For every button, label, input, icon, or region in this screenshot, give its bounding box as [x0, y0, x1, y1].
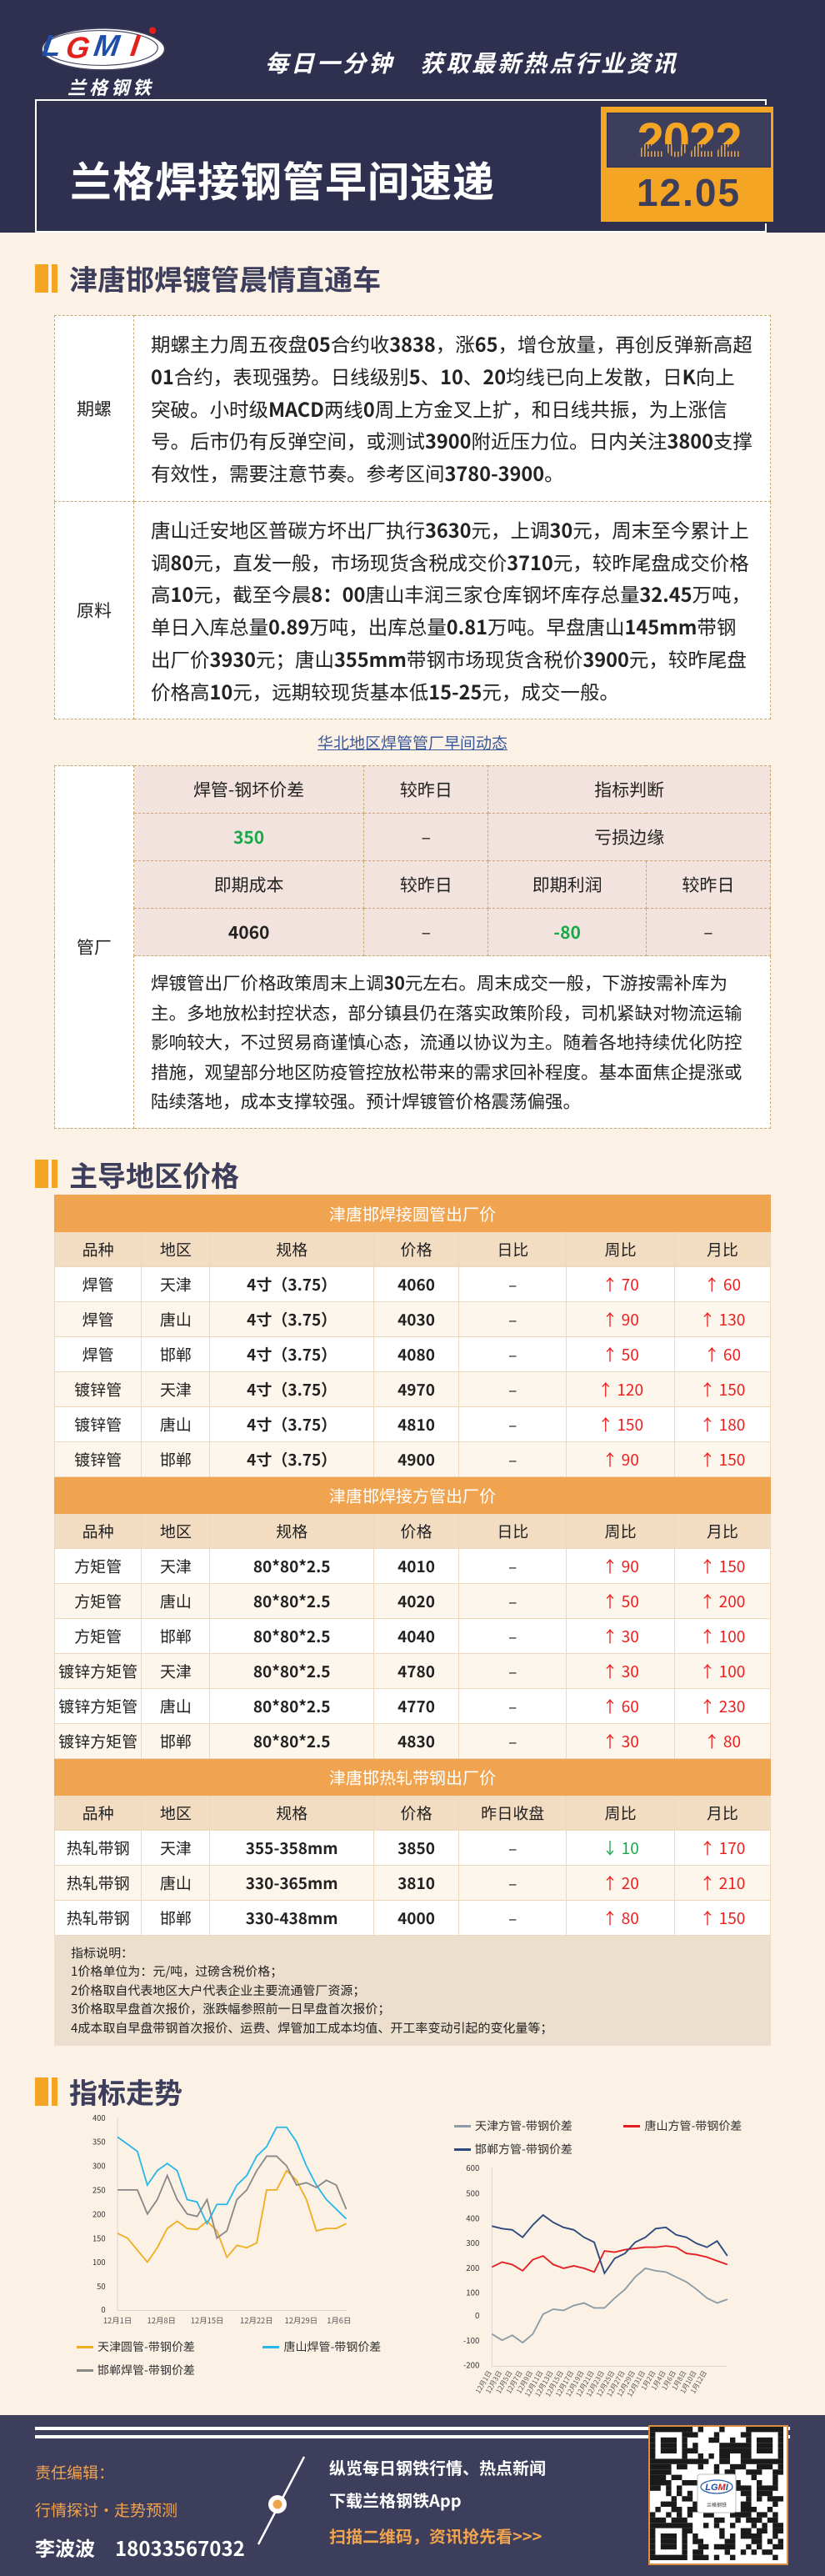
svg-text:400: 400 — [466, 2213, 479, 2224]
svg-text:100: 100 — [466, 2287, 479, 2298]
svg-text:G: G — [64, 30, 92, 64]
svg-text:300: 300 — [92, 2160, 106, 2172]
svg-text:300: 300 — [466, 2237, 479, 2248]
svg-text:12月15日: 12月15日 — [191, 2314, 224, 2326]
svg-text:12月8日: 12月8日 — [148, 2314, 176, 2326]
svg-text:-100: -100 — [463, 2334, 479, 2346]
svg-text:LGMI: LGMI — [705, 2483, 728, 2493]
svg-text:12月29日: 12月29日 — [285, 2314, 318, 2326]
svg-text:12月22日: 12月22日 — [240, 2314, 273, 2326]
svg-text:50: 50 — [97, 2280, 105, 2292]
svg-text:1月6日: 1月6日 — [327, 2314, 351, 2326]
svg-text:100: 100 — [92, 2256, 106, 2268]
svg-text:150: 150 — [92, 2233, 106, 2244]
svg-text:350: 350 — [92, 2136, 106, 2148]
svg-text:-200: -200 — [463, 2359, 479, 2371]
svg-text:兰格钢铁: 兰格钢铁 — [707, 2502, 727, 2508]
svg-text:200: 200 — [92, 2208, 106, 2220]
svg-text:500: 500 — [466, 2188, 479, 2199]
svg-text:0: 0 — [101, 2303, 105, 2315]
svg-text:200: 200 — [466, 2262, 479, 2273]
svg-text:250: 250 — [92, 2184, 106, 2196]
svg-text:400: 400 — [92, 2112, 106, 2123]
svg-text:600: 600 — [466, 2162, 479, 2173]
svg-text:12月1日: 12月1日 — [103, 2314, 132, 2326]
svg-text:0: 0 — [475, 2309, 479, 2321]
